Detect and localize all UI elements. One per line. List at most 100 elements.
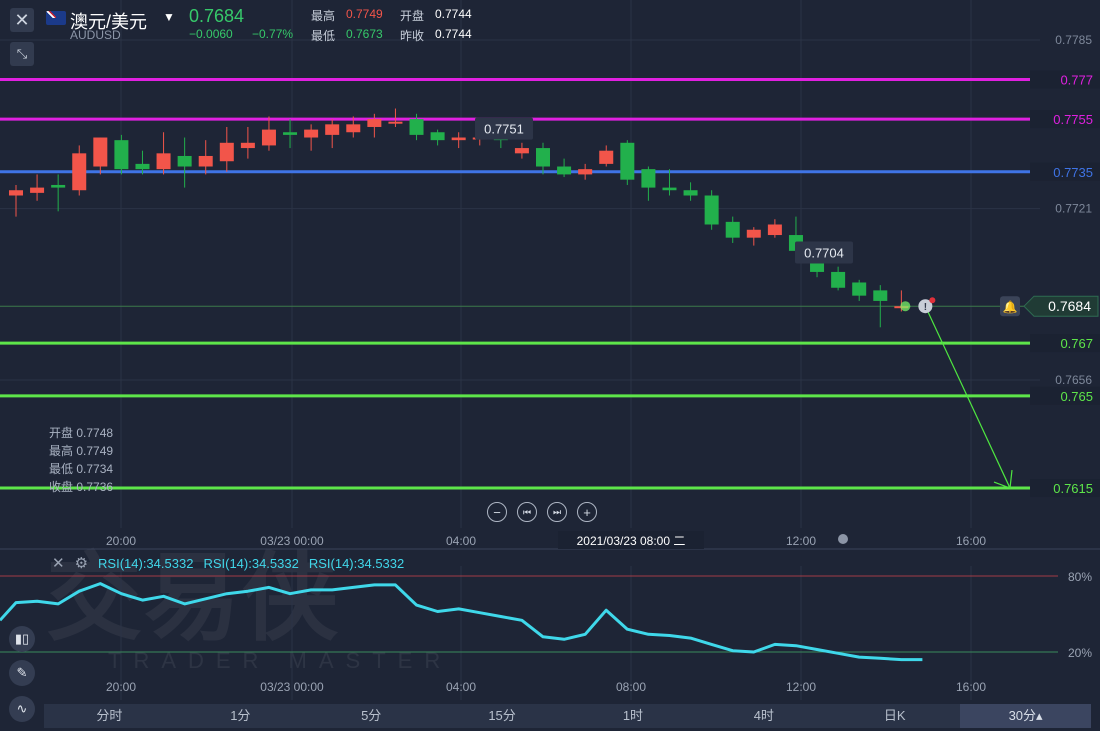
tab-daily[interactable]: 日K bbox=[883, 708, 906, 723]
level-label: 0.7615 bbox=[1053, 481, 1093, 496]
rsi-tick-label: 20% bbox=[1068, 646, 1092, 660]
price-annotation-box bbox=[475, 117, 533, 140]
rsi-x-tick-label: 12:00 bbox=[786, 680, 816, 694]
candle-body bbox=[683, 190, 698, 196]
candle-body bbox=[261, 129, 276, 146]
tab-1hour[interactable]: 1时 bbox=[622, 708, 644, 723]
close-icon[interactable]: ✕ bbox=[10, 8, 34, 32]
candle-body bbox=[536, 148, 550, 167]
zoom-controls: − ⏮ ⏭ + bbox=[487, 502, 597, 526]
info-badge bbox=[929, 297, 936, 304]
x-tick-label: 03/23 00:00 bbox=[260, 534, 324, 548]
flag-icon bbox=[46, 11, 66, 25]
candle-body bbox=[409, 119, 424, 135]
tab-4hour[interactable]: 4时 bbox=[753, 708, 774, 723]
live-dot bbox=[900, 301, 911, 312]
tab-15min[interactable]: 15分 bbox=[488, 708, 516, 723]
candle-body bbox=[578, 169, 593, 175]
candle-body bbox=[304, 129, 319, 138]
caret-down-icon[interactable]: ▼ bbox=[163, 10, 175, 24]
level-label-bg bbox=[1030, 479, 1100, 498]
pencil-icon[interactable]: ✎ bbox=[9, 660, 35, 686]
candle-body bbox=[9, 190, 23, 196]
rsi-label-3: RSI(14):34.5332 bbox=[308, 555, 405, 571]
rsi-label-2: RSI(14):34.5332 bbox=[203, 555, 299, 571]
candle-body bbox=[388, 121, 403, 124]
hover-high: 最高 0.7749 bbox=[49, 444, 114, 458]
candle-body bbox=[725, 221, 740, 238]
hover-close: 收盘 0.7736 bbox=[49, 480, 114, 494]
candle-body bbox=[346, 124, 361, 133]
candle-body bbox=[135, 163, 150, 170]
candle-body bbox=[367, 119, 382, 127]
candle-body bbox=[831, 271, 846, 288]
hover-open: 开盘 0.7748 bbox=[49, 426, 114, 440]
close-indicator-icon[interactable]: ✕ bbox=[52, 555, 65, 572]
last-price: 0.7684 bbox=[189, 6, 245, 26]
open-label: 开盘 bbox=[400, 9, 425, 23]
tab-1min[interactable]: 1分 bbox=[230, 708, 251, 723]
last-price-tag bbox=[1023, 295, 1099, 317]
shrink-icon[interactable]: ⤡ bbox=[10, 42, 34, 66]
candle-body bbox=[240, 142, 255, 149]
quote-header: ✕ 澳元/美元 ▼ AUDUSD 0.7684 −0.0060 −0.77% 最… bbox=[0, 0, 1100, 44]
candle-body bbox=[641, 169, 656, 188]
level-label-bg bbox=[1030, 334, 1100, 353]
price-annotation: 0.7751 bbox=[484, 122, 524, 137]
candle-body bbox=[177, 155, 192, 167]
indicator-icon[interactable]: ∿ bbox=[9, 696, 35, 722]
price-annotation-box bbox=[795, 241, 853, 264]
rsi-series-line bbox=[0, 582, 923, 662]
candle-body bbox=[662, 187, 677, 191]
prev-close-label: 昨收 bbox=[400, 29, 425, 43]
low-value: 0.7673 bbox=[346, 27, 383, 41]
step-forward-icon[interactable]: ⏭ bbox=[547, 502, 567, 522]
candle-body bbox=[599, 150, 614, 164]
projection-arrowhead bbox=[993, 469, 1013, 489]
candle-body bbox=[746, 229, 761, 238]
candle-body bbox=[156, 153, 171, 170]
candle-body bbox=[704, 195, 719, 225]
candle-body bbox=[51, 184, 66, 188]
tab-timeshare[interactable]: 分时 bbox=[96, 708, 123, 723]
bell-icon-glyph: 🔔 bbox=[1003, 300, 1018, 314]
period-tabs: 分时 1分 5分 15分 1时 4时 日K 30分▴ bbox=[44, 704, 1091, 728]
candle-body bbox=[451, 137, 466, 141]
price-change-pct: −0.77% bbox=[252, 27, 294, 41]
level-label-bg bbox=[1030, 70, 1100, 89]
high-value: 0.7749 bbox=[346, 7, 383, 21]
symbol-name[interactable]: 澳元/美元 bbox=[70, 12, 148, 32]
candle-body bbox=[430, 132, 445, 141]
prev-close-value: 0.7744 bbox=[435, 27, 472, 41]
low-label: 最低 bbox=[311, 29, 336, 43]
x-tick-label: 20:00 bbox=[106, 534, 136, 548]
rsi-x-tick-label: 16:00 bbox=[956, 680, 986, 694]
level-label: 0.767 bbox=[1060, 336, 1093, 351]
candle-body bbox=[283, 132, 298, 135]
candle-body bbox=[514, 148, 529, 154]
gear-icon[interactable]: ⚙ bbox=[74, 555, 89, 572]
candle-body bbox=[852, 282, 867, 296]
price-annotation: 0.7704 bbox=[804, 245, 844, 260]
zoom-in-icon[interactable]: + bbox=[577, 502, 597, 522]
step-back-icon[interactable]: ⏮ bbox=[517, 502, 537, 522]
symbol-code: AUDUSD bbox=[70, 28, 121, 42]
level-label-bg bbox=[1030, 386, 1100, 405]
rsi-tick-label: 80% bbox=[1068, 570, 1092, 584]
rsi-x-tick-label: 04:00 bbox=[446, 680, 476, 694]
candle-body bbox=[198, 155, 213, 167]
info-icon-glyph: ! bbox=[924, 302, 927, 313]
rsi-x-tick-label: 08:00 bbox=[616, 680, 646, 694]
tab-30min[interactable]: 30分▴ bbox=[960, 704, 1091, 728]
zoom-out-icon[interactable]: − bbox=[487, 502, 507, 522]
crosshair-time: 2021/03/23 08:00 二 bbox=[577, 534, 686, 548]
rsi-header: ✕ ⚙ RSI(14):34.5332 RSI(14):34.5332 RSI(… bbox=[52, 554, 404, 572]
candle-body bbox=[557, 166, 572, 175]
candle-icon[interactable]: ▮▯ bbox=[9, 626, 35, 652]
tab-5min[interactable]: 5分 bbox=[361, 708, 382, 723]
hover-low: 最低 0.7734 bbox=[49, 462, 114, 476]
x-tick-label: 04:00 bbox=[446, 534, 476, 548]
price-change: −0.0060 bbox=[189, 27, 233, 41]
candle-body bbox=[219, 142, 234, 162]
